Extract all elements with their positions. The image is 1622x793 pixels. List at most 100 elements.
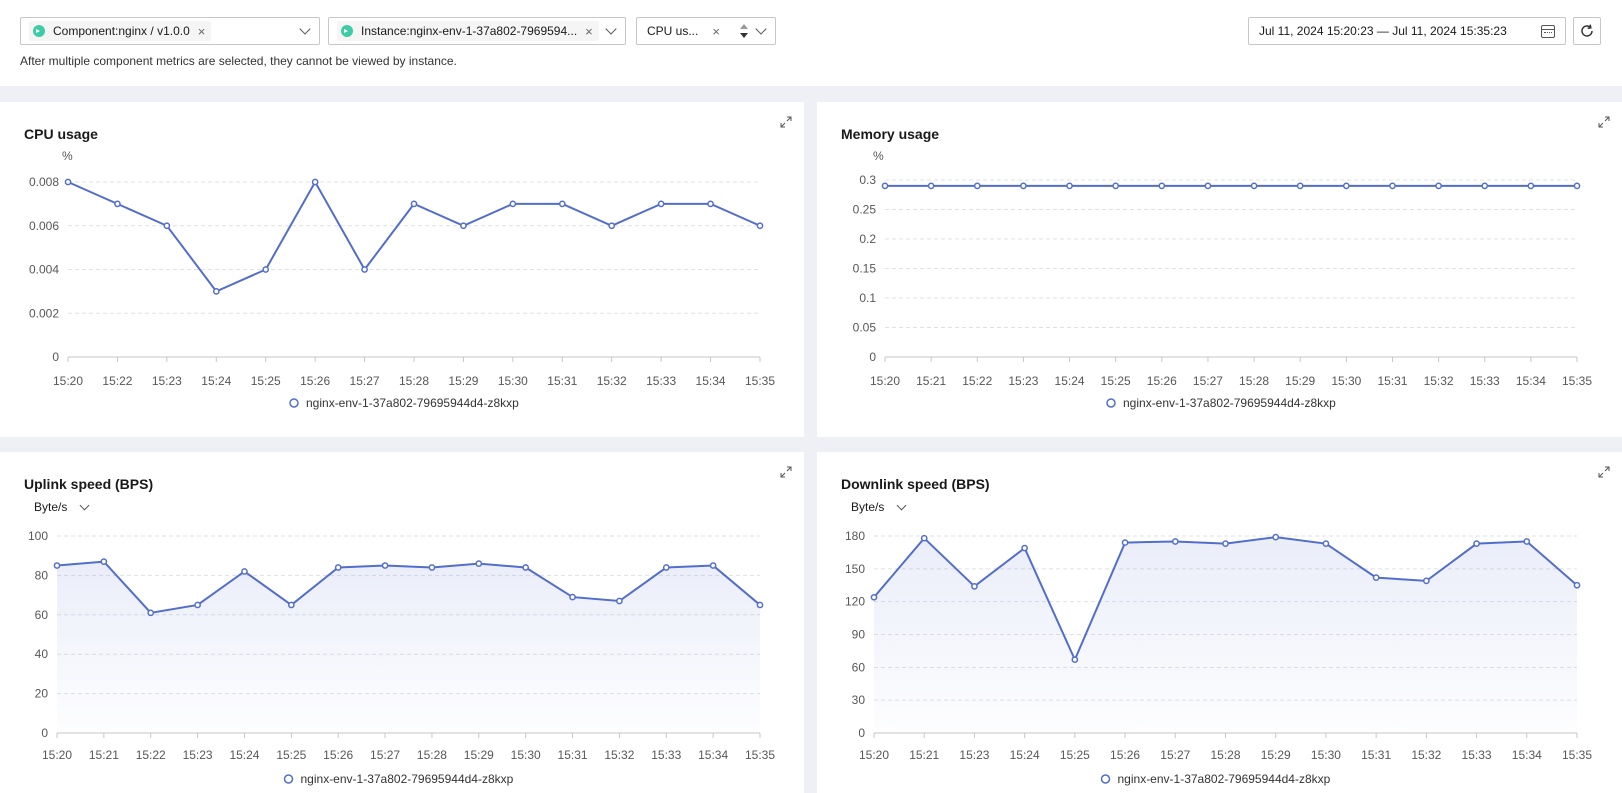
- panel-title: Memory usage: [841, 126, 940, 142]
- filter-bar: Component:nginx / v1.0.0 × Instance:ngin…: [0, 0, 1622, 86]
- x-tick-label: 15:28: [417, 748, 447, 762]
- expand-icon[interactable]: [780, 466, 792, 478]
- y-tick-label: 0.004: [29, 263, 59, 277]
- data-point: [1296, 182, 1304, 190]
- data-point: [1322, 540, 1330, 548]
- expand-icon[interactable]: [1598, 466, 1610, 478]
- x-tick-label: 15:33: [651, 748, 681, 762]
- data-point: [1342, 182, 1350, 190]
- y-tick-label: 20: [35, 687, 49, 701]
- y-tick-label: 0.002: [29, 306, 59, 320]
- data-point: [53, 562, 61, 569]
- data-point: [1171, 538, 1179, 545]
- x-tick-label: 15:24: [1055, 374, 1085, 388]
- data-point: [1423, 577, 1430, 585]
- legend-marker-icon: [289, 398, 299, 408]
- x-tick-label: 15:32: [604, 748, 634, 762]
- data-point: [64, 178, 72, 186]
- data-point: [709, 562, 717, 569]
- chevron-down-icon[interactable]: [299, 23, 311, 35]
- refresh-icon: [1581, 24, 1593, 37]
- chevron-down-icon[interactable]: [755, 23, 767, 35]
- data-point: [114, 200, 121, 208]
- data-point: [1121, 539, 1129, 546]
- data-point: [608, 222, 616, 230]
- x-tick-label: 15:20: [870, 374, 900, 388]
- metric-select[interactable]: CPU us... ×: [636, 17, 776, 45]
- data-point: [1389, 182, 1396, 190]
- date-range-label: Jul 11, 2024 15:20:23 — Jul 11, 2024 15:…: [1259, 24, 1507, 38]
- refresh-button[interactable]: [1573, 17, 1601, 45]
- panel-title: Downlink speed (BPS): [841, 476, 990, 492]
- x-tick-label: 15:25: [1060, 748, 1090, 762]
- y-tick-label: 30: [852, 693, 866, 707]
- data-point: [1250, 182, 1258, 190]
- expand-icon[interactable]: [780, 116, 792, 128]
- panel-title: Uplink speed (BPS): [24, 476, 154, 492]
- x-tick-label: 15:24: [1010, 748, 1040, 762]
- y-tick-label: 0.05: [853, 321, 877, 335]
- chevron-down-icon[interactable]: [605, 23, 617, 35]
- x-tick-label: 15:27: [1193, 374, 1223, 388]
- x-tick-label: 15:31: [1377, 374, 1407, 388]
- x-tick-label: 15:26: [1147, 374, 1177, 388]
- y-tick-label: 150: [845, 562, 865, 576]
- remove-instance-icon[interactable]: ×: [585, 23, 593, 39]
- legend-marker-icon: [1106, 398, 1116, 408]
- x-tick-label: 15:26: [323, 748, 353, 762]
- calendar-icon[interactable]: [1541, 25, 1555, 38]
- y-tick-label: 90: [852, 628, 866, 642]
- series-area: [57, 561, 760, 733]
- arrow-down-icon[interactable]: [740, 33, 748, 38]
- y-tick-label: 60: [35, 608, 49, 622]
- data-point: [1573, 581, 1581, 589]
- unit-select-label: Byte/s: [34, 500, 68, 514]
- instance-tag: Instance:nginx-env-1-37a802-7969594... ×: [337, 21, 599, 41]
- x-tick-label: 15:21: [909, 748, 939, 762]
- y-tick-label: 0: [869, 350, 876, 364]
- remove-component-icon[interactable]: ×: [197, 23, 206, 39]
- x-tick-label: 15:31: [558, 748, 588, 762]
- data-point: [241, 568, 248, 575]
- y-tick-label: 0.2: [859, 232, 876, 246]
- downlink-speed-panel: Downlink speed (BPS) Byte/s 0 30 60 90 120 15…: [817, 452, 1622, 793]
- data-point: [361, 266, 368, 273]
- data-point: [1481, 182, 1489, 190]
- scroll-stepper[interactable]: [739, 21, 749, 41]
- unit-select[interactable]: Byte/s: [851, 500, 907, 514]
- data-point: [194, 601, 201, 609]
- x-tick-label: 15:29: [1285, 374, 1315, 388]
- metric-tag: CPU us... ×: [645, 21, 726, 41]
- data-point: [163, 222, 171, 230]
- data-point: [920, 534, 928, 542]
- legend-label: nginx-env-1-37a802-79695944d4-z8kxp: [1118, 772, 1331, 786]
- data-point: [1158, 182, 1166, 190]
- instance-tag-label: Instance:nginx-env-1-37a802-7969594...: [361, 24, 578, 38]
- data-point: [509, 200, 517, 208]
- instance-status-icon: [341, 25, 353, 37]
- data-point: [1435, 182, 1442, 190]
- instance-select[interactable]: Instance:nginx-env-1-37a802-7969594... ×: [328, 17, 626, 45]
- x-tick-label: 15:24: [201, 374, 231, 388]
- component-status-icon: [33, 25, 45, 37]
- date-range-picker[interactable]: Jul 11, 2024 15:20:23 — Jul 11, 2024 15:…: [1248, 17, 1566, 45]
- x-tick-label: 15:34: [1516, 374, 1546, 388]
- unit-select[interactable]: Byte/s: [34, 500, 90, 514]
- remove-metric-icon[interactable]: ×: [712, 23, 720, 39]
- data-point: [522, 564, 530, 571]
- arrow-up-icon[interactable]: [740, 24, 748, 29]
- expand-icon[interactable]: [1598, 116, 1610, 128]
- cpu-usage-panel: CPU usage % 0 0.002 0.004 0.006 0.008 15:20 15:…: [0, 102, 804, 437]
- x-tick-label: 15:30: [498, 374, 528, 388]
- y-tick-label: 0.25: [853, 203, 877, 217]
- component-select[interactable]: Component:nginx / v1.0.0 ×: [20, 17, 320, 45]
- data-point: [334, 564, 342, 571]
- component-tag: Component:nginx / v1.0.0 ×: [29, 21, 212, 41]
- data-point: [616, 597, 623, 605]
- x-tick-label: 15:21: [916, 374, 946, 388]
- y-tick-label: 0: [41, 726, 48, 740]
- legend-label: nginx-env-1-37a802-79695944d4-z8kxp: [1123, 396, 1336, 410]
- x-tick-label: 15:28: [399, 374, 429, 388]
- data-point: [1020, 182, 1027, 190]
- data-point: [147, 609, 155, 617]
